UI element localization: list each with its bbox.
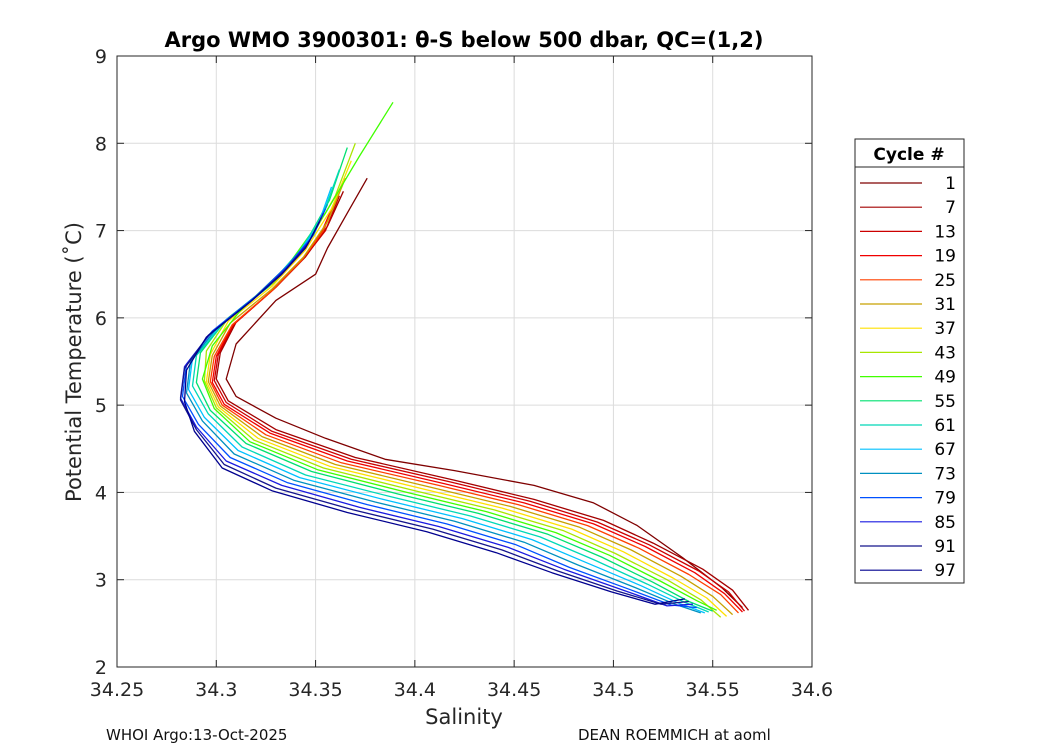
y-tick-label: 6	[95, 308, 107, 330]
series-line-cycle-31	[207, 177, 734, 616]
chart-title: Argo WMO 3900301: θ-S below 500 dbar, QC…	[165, 28, 764, 52]
y-tick-label: 2	[95, 657, 107, 679]
legend-label: 37	[934, 319, 956, 339]
legend-label: 43	[934, 343, 956, 363]
footer-operator: DEAN ROEMMICH at aoml	[578, 726, 771, 744]
legend-label: 73	[934, 464, 956, 484]
legend-label: 1	[945, 174, 956, 194]
y-tick-label: 5	[95, 395, 107, 417]
legend-label: 55	[934, 392, 956, 412]
x-tick-label: 34.55	[686, 679, 740, 701]
axis-ticks: 34.25 34.3 34.35 34.4 34.45 34.5 34.55 34.6 2 3 4 5…	[90, 46, 833, 701]
footer-source: WHOI Argo:13-Oct-2025	[106, 726, 288, 744]
legend-label: 79	[934, 489, 956, 509]
x-tick-label: 34.25	[90, 679, 144, 701]
y-tick-label: 3	[95, 570, 107, 592]
series-line-cycle-37	[205, 160, 728, 617]
legend-label: 91	[934, 537, 956, 557]
legend-label: 19	[934, 247, 956, 267]
legend-label: 49	[934, 368, 956, 388]
legend-label: 25	[934, 271, 956, 291]
y-axis-label: Potential Temperature (˚C)	[62, 222, 86, 502]
legend-label: 7	[945, 198, 956, 218]
series-line-cycle-97	[183, 221, 686, 605]
legend-title: Cycle #	[873, 145, 944, 165]
legend-label: 67	[934, 440, 956, 460]
series-line-cycle-25	[209, 191, 739, 614]
x-tick-label: 34.4	[394, 679, 436, 701]
x-tick-label: 34.5	[592, 679, 634, 701]
legend-items: 1 7 13 19 25 31 37 43 49 55 61 67 73 79 85 91 97	[860, 174, 956, 581]
legend-label: 97	[934, 561, 956, 581]
legend-label: 85	[934, 513, 956, 533]
series-line-cycle-79	[181, 208, 697, 609]
series-lines	[179, 101, 750, 618]
y-tick-label: 4	[95, 482, 107, 504]
x-tick-label: 34.3	[195, 679, 237, 701]
legend-label: 13	[934, 222, 956, 242]
x-tick-label: 34.6	[791, 679, 833, 701]
plot-frame	[116, 55, 813, 668]
y-tick-label: 7	[95, 221, 107, 243]
series-line-cycle-1	[225, 177, 743, 609]
y-tick-label: 8	[95, 133, 107, 155]
x-tick-label: 34.35	[288, 679, 342, 701]
series-line-cycle-49	[201, 101, 717, 611]
legend-box	[854, 138, 965, 584]
x-axis-label: Salinity	[425, 705, 503, 729]
legend-label: 31	[934, 295, 956, 315]
x-tick-label: 34.45	[487, 679, 541, 701]
legend: Cycle # 1 7 13 19 25 31 37 43 49 55 61 67 73 79 85 91 97	[854, 138, 965, 584]
legend-label: 61	[934, 416, 956, 436]
y-tick-label: 9	[95, 46, 107, 68]
